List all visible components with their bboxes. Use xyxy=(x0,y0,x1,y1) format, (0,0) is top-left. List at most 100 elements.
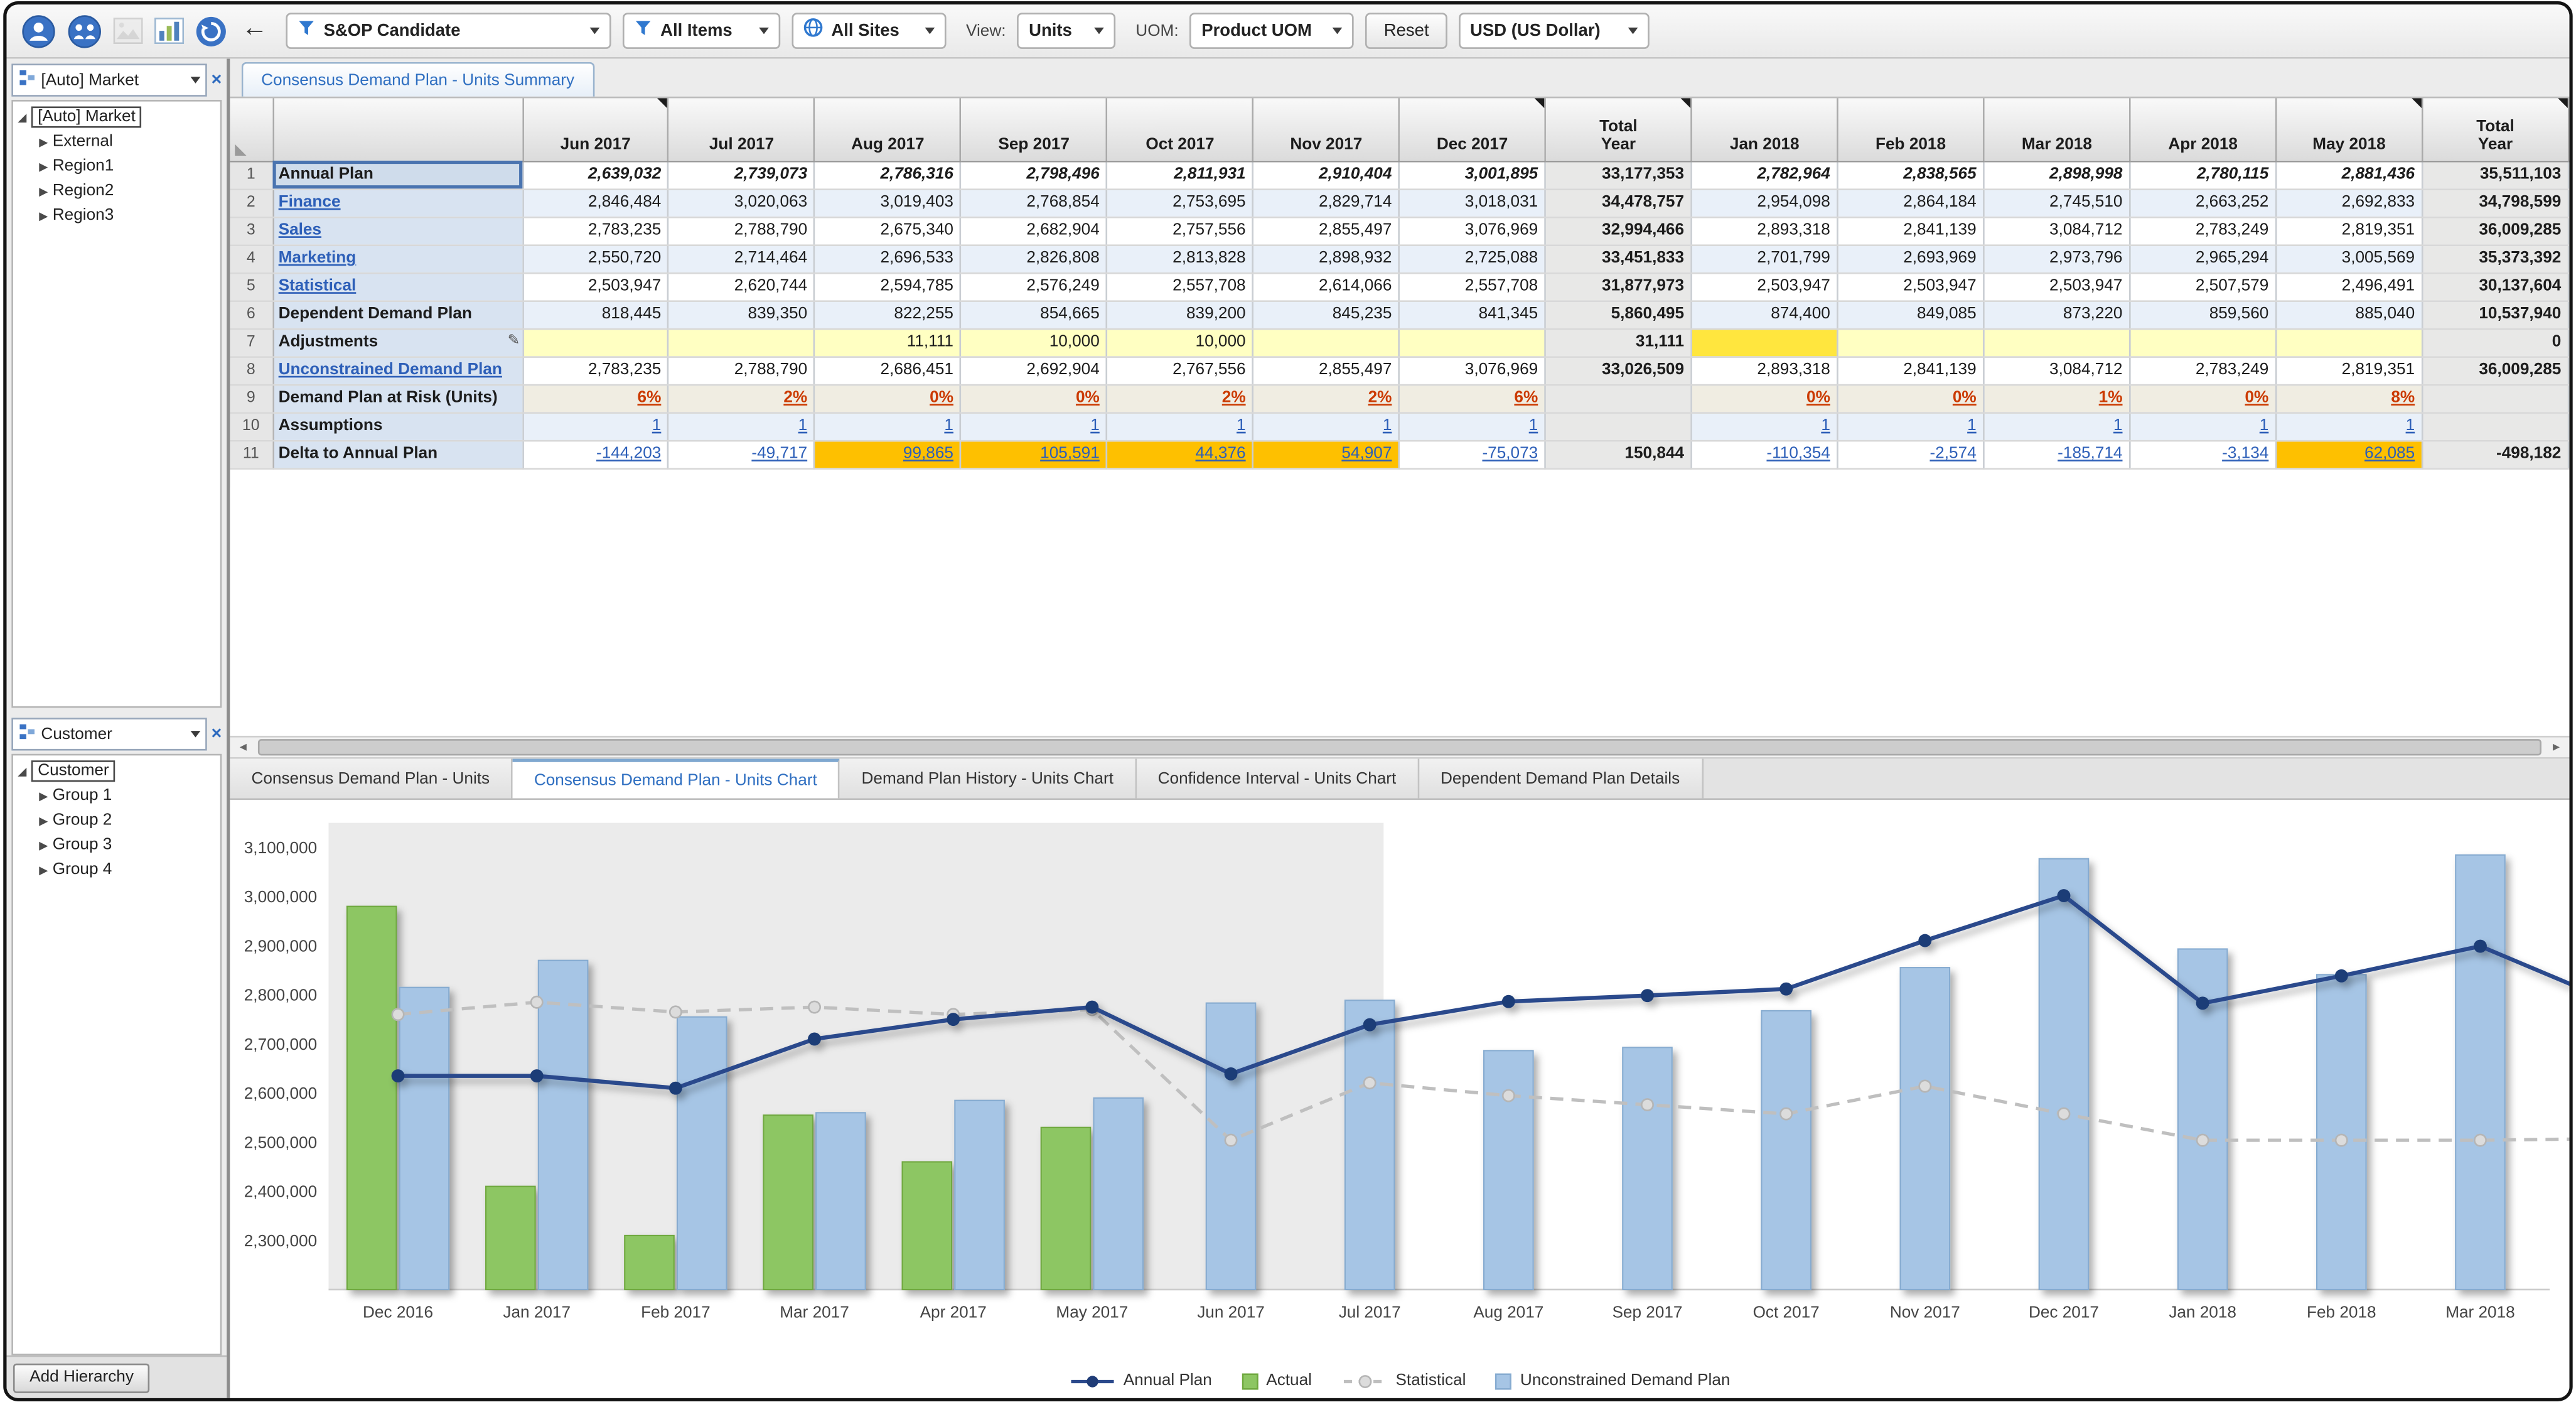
tree-item-external[interactable]: ▶ External xyxy=(13,129,220,154)
statistical-point[interactable] xyxy=(1641,1098,1654,1112)
row-label-sales[interactable]: Sales xyxy=(272,216,523,245)
row-label-delta-to-annual-plan[interactable]: Delta to Annual Plan xyxy=(272,439,523,469)
grid-cell[interactable]: 5,860,495 xyxy=(1545,300,1693,330)
grid-cell[interactable]: 2,503,947 xyxy=(1691,272,1838,301)
grid-cell[interactable]: -498,182 xyxy=(2422,439,2570,469)
annual-plan-point[interactable] xyxy=(2473,939,2487,953)
grid-cell[interactable]: 1 xyxy=(2276,412,2423,441)
unconstrained-bar[interactable] xyxy=(954,1099,1005,1291)
unconstrained-bar[interactable] xyxy=(1483,1050,1534,1291)
grid-cell[interactable]: 2,496,491 xyxy=(2276,272,2423,301)
grid-cell[interactable]: 2,745,510 xyxy=(1983,188,2131,218)
sites-filter-select[interactable]: All Sites xyxy=(792,13,947,49)
row-number[interactable]: 8 xyxy=(230,356,274,385)
chart-bars[interactable] xyxy=(346,854,2506,1291)
unconstrained-bar[interactable] xyxy=(1761,1010,1811,1291)
grid-cell[interactable]: -185,714 xyxy=(1983,439,2131,469)
tree-item-region1[interactable]: ▶ Region1 xyxy=(13,154,220,178)
grid-cell[interactable]: 0 xyxy=(2422,328,2570,357)
unconstrained-bar[interactable] xyxy=(399,986,450,1291)
grid-cell[interactable] xyxy=(1253,328,1400,357)
grid-cell[interactable]: -49,717 xyxy=(668,439,816,469)
row-number[interactable]: 9 xyxy=(230,384,274,413)
row-number[interactable]: 7 xyxy=(230,328,274,357)
annual-plan-point[interactable] xyxy=(2334,969,2348,983)
scroll-right-button[interactable]: ► xyxy=(2550,741,2562,753)
grid-cell[interactable]: 2,503,947 xyxy=(1837,272,1985,301)
row-number[interactable]: 3 xyxy=(230,216,274,245)
reset-button[interactable]: Reset xyxy=(1365,13,1447,49)
column-header-aug-2017[interactable]: Aug 2017 xyxy=(814,98,962,162)
column-header-total-year[interactable]: Total Year xyxy=(1545,98,1693,162)
annual-plan-point[interactable] xyxy=(2057,889,2071,903)
grid-cell[interactable]: 11,111 xyxy=(814,328,962,357)
tree-collapsed-icon[interactable]: ▶ xyxy=(39,161,48,173)
tab-consensus-summary[interactable]: Consensus Demand Plan - Units Summary xyxy=(241,62,594,97)
grid-cell[interactable]: 10,537,940 xyxy=(2422,300,2570,330)
grid-cell[interactable]: 1% xyxy=(1983,384,2131,413)
grid-cell[interactable]: 2,768,854 xyxy=(960,188,1108,218)
scroll-left-button[interactable]: ◄ xyxy=(237,741,249,753)
grid-cell[interactable]: 31,111 xyxy=(1545,328,1693,357)
grid-cell[interactable]: 3,084,712 xyxy=(1983,356,2131,385)
items-filter-select[interactable]: All Items xyxy=(622,13,781,49)
grid-cell[interactable]: 30,137,604 xyxy=(2422,272,2570,301)
grid-cell[interactable]: 2,811,931 xyxy=(1107,160,1254,190)
tab-consensus-demand-plan-units-chart[interactable]: Consensus Demand Plan - Units Chart xyxy=(512,758,840,799)
grid-cell[interactable]: 2,788,790 xyxy=(668,216,816,245)
grid-cell[interactable]: 822,255 xyxy=(814,300,962,330)
grid-cell[interactable]: 2,701,799 xyxy=(1691,244,1838,274)
grid-cell[interactable]: 0% xyxy=(960,384,1108,413)
grid-cell[interactable]: 2,798,496 xyxy=(960,160,1108,190)
unconstrained-bar[interactable] xyxy=(2455,854,2506,1291)
grid-cell[interactable]: -144,203 xyxy=(522,439,670,469)
grid-cell[interactable]: 2,714,464 xyxy=(668,244,816,274)
grid-cell[interactable]: 2,841,139 xyxy=(1837,216,1985,245)
statistical-point[interactable] xyxy=(1363,1076,1377,1090)
grid-cell[interactable]: 3,076,969 xyxy=(1399,356,1547,385)
grid-cell[interactable]: 2,783,249 xyxy=(2130,356,2277,385)
statistical-point[interactable] xyxy=(2196,1133,2209,1147)
grid-cell[interactable]: 10,000 xyxy=(960,328,1108,357)
row-number[interactable]: 10 xyxy=(230,412,274,441)
grid-cell[interactable]: 34,478,757 xyxy=(1545,188,1693,218)
grid-cell[interactable]: 33,177,353 xyxy=(1545,160,1693,190)
grid-cell[interactable]: 1 xyxy=(1837,412,1985,441)
row-number[interactable]: 1 xyxy=(230,160,274,190)
annual-plan-point[interactable] xyxy=(530,1069,544,1083)
row-label-assumptions[interactable]: Assumptions xyxy=(272,412,523,441)
tab-dependent-demand-plan-details[interactable]: Dependent Demand Plan Details xyxy=(1419,758,1703,799)
grid-cell[interactable]: 0% xyxy=(1691,384,1838,413)
grid-cell[interactable]: 1 xyxy=(1691,412,1838,441)
grid-cell[interactable]: 3,001,895 xyxy=(1399,160,1547,190)
grid-cell[interactable]: 150,844 xyxy=(1545,439,1693,469)
grid-cell[interactable]: 2,965,294 xyxy=(2130,244,2277,274)
grid-cell[interactable]: 1 xyxy=(814,412,962,441)
grid-cell[interactable]: 2% xyxy=(1107,384,1254,413)
close-icon[interactable]: × xyxy=(211,69,222,90)
statistical-point[interactable] xyxy=(2334,1133,2348,1147)
actual-bar[interactable] xyxy=(624,1234,675,1291)
annual-plan-point[interactable] xyxy=(1501,995,1515,1008)
grid-cell[interactable]: -110,354 xyxy=(1691,439,1838,469)
row-label-adjustments[interactable]: Adjustments ✎ xyxy=(272,328,523,357)
row-number[interactable]: 6 xyxy=(230,300,274,330)
add-hierarchy-button[interactable]: Add Hierarchy xyxy=(13,1362,151,1393)
column-header-mar-2018[interactable]: Mar 2018 xyxy=(1983,98,2131,162)
market-hierarchy-combo[interactable]: [Auto] Market xyxy=(11,63,207,97)
grid-cell[interactable]: 2% xyxy=(668,384,816,413)
annual-plan-point[interactable] xyxy=(1918,934,1932,947)
grid-cell[interactable]: 2,786,316 xyxy=(814,160,962,190)
profile-icon[interactable] xyxy=(21,14,56,48)
annual-plan-point[interactable] xyxy=(391,1069,405,1083)
actual-bar[interactable] xyxy=(485,1185,536,1291)
statistical-point[interactable] xyxy=(1224,1133,1238,1147)
grid-cell[interactable]: 1 xyxy=(1107,412,1254,441)
grid-cell[interactable]: 6% xyxy=(522,384,670,413)
grid-cell[interactable]: 2,893,318 xyxy=(1691,356,1838,385)
tree-collapsed-icon[interactable]: ▶ xyxy=(39,210,48,223)
grid-cell[interactable]: 885,040 xyxy=(2276,300,2423,330)
tab-demand-plan-history-units-chart[interactable]: Demand Plan History - Units Chart xyxy=(840,758,1137,799)
grid-cell[interactable]: 874,400 xyxy=(1691,300,1838,330)
grid-cell[interactable]: 2,783,249 xyxy=(2130,216,2277,245)
